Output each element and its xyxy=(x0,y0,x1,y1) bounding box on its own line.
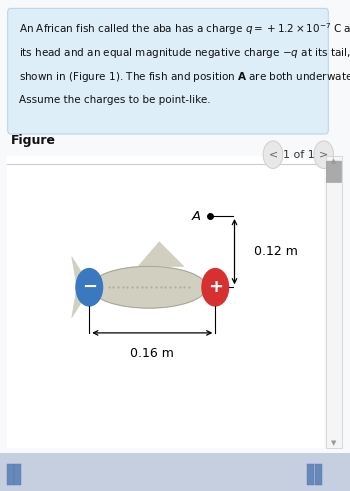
Text: 1 of 1: 1 of 1 xyxy=(284,150,315,160)
Text: its head and an equal magnitude negative charge $-q$ at its tail, as: its head and an equal magnitude negative… xyxy=(19,46,350,60)
FancyBboxPatch shape xyxy=(307,464,314,485)
Text: An African fish called the aba has a charge $q = +1.2 \times 10^{-7}$ C at: An African fish called the aba has a cha… xyxy=(19,21,350,37)
FancyBboxPatch shape xyxy=(326,156,342,448)
Circle shape xyxy=(76,269,103,306)
Text: shown in (Figure 1). The fish and position $\mathbf{A}$ are both underwater.: shown in (Figure 1). The fish and positi… xyxy=(19,70,350,84)
FancyBboxPatch shape xyxy=(0,453,350,491)
Circle shape xyxy=(263,141,283,168)
FancyBboxPatch shape xyxy=(7,156,324,448)
Text: Assume the charges to be point-like.: Assume the charges to be point-like. xyxy=(19,95,211,105)
Text: −: − xyxy=(82,278,97,296)
Polygon shape xyxy=(138,242,184,266)
Polygon shape xyxy=(72,257,91,318)
FancyBboxPatch shape xyxy=(326,161,342,183)
Text: 0.16 m: 0.16 m xyxy=(130,347,174,359)
FancyBboxPatch shape xyxy=(14,464,21,485)
Circle shape xyxy=(314,141,334,168)
Text: A: A xyxy=(191,210,201,222)
FancyBboxPatch shape xyxy=(7,464,14,485)
FancyBboxPatch shape xyxy=(315,464,322,485)
Text: ▲: ▲ xyxy=(331,159,337,164)
Text: >: > xyxy=(319,150,328,160)
Text: +: + xyxy=(208,278,223,296)
Ellipse shape xyxy=(91,266,206,308)
Circle shape xyxy=(202,269,229,306)
FancyBboxPatch shape xyxy=(8,8,328,134)
Text: ▼: ▼ xyxy=(331,440,337,446)
Text: 0.12 m: 0.12 m xyxy=(254,245,298,258)
Text: Figure: Figure xyxy=(10,135,56,147)
Text: <: < xyxy=(268,150,278,160)
